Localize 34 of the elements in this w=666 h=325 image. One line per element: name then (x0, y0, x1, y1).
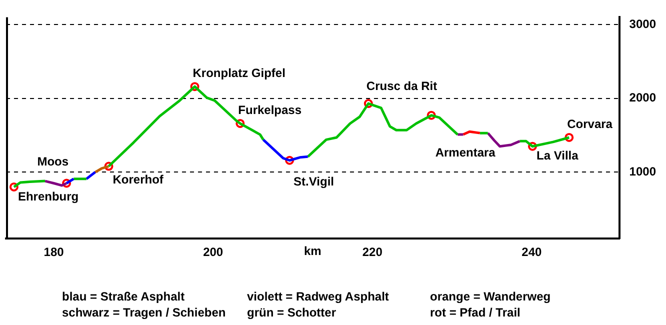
x-axis-title: km (304, 244, 322, 258)
point (236, 118, 245, 128)
x-tick-label: 180 (44, 245, 64, 260)
point (564, 132, 574, 142)
text: rot = Pfad / Trail (430, 305, 520, 320)
annotation: Kronplatz Gipfel (192, 66, 286, 80)
annotation: Moos (37, 154, 69, 169)
text: orange = Wanderweg (430, 289, 551, 304)
annotation: La Villa (536, 148, 579, 163)
annotation: Furkelpass (238, 102, 302, 117)
annotation: Armentara (435, 146, 496, 160)
x-tick-label: 240 (522, 245, 542, 260)
y-tick-label: 3000 (629, 16, 656, 31)
text: violett = Radweg Asphalt (247, 289, 389, 304)
annotation: Corvara (567, 116, 613, 131)
point (104, 162, 114, 171)
text: grün = Schotter (247, 305, 336, 320)
x-tick-label: 200 (203, 245, 224, 260)
y-tick-label: 2000 (629, 90, 656, 105)
annotation: St.Vigil (294, 174, 334, 189)
point (364, 99, 373, 108)
text: blau = Straße Asphalt (62, 289, 185, 304)
x-tick-label: 220 (362, 245, 383, 260)
point (528, 142, 537, 151)
annotation: Korerhof (112, 172, 164, 187)
text: schwarz = Tragen / Schieben (62, 305, 226, 320)
point (285, 156, 294, 165)
point (9, 182, 18, 192)
annotation: Crusc da Rit (366, 78, 438, 93)
point (426, 110, 436, 120)
annotation: Ehrenburg (18, 189, 79, 204)
y-tick-label: 1000 (629, 164, 656, 178)
point (190, 82, 200, 92)
point (62, 178, 72, 188)
